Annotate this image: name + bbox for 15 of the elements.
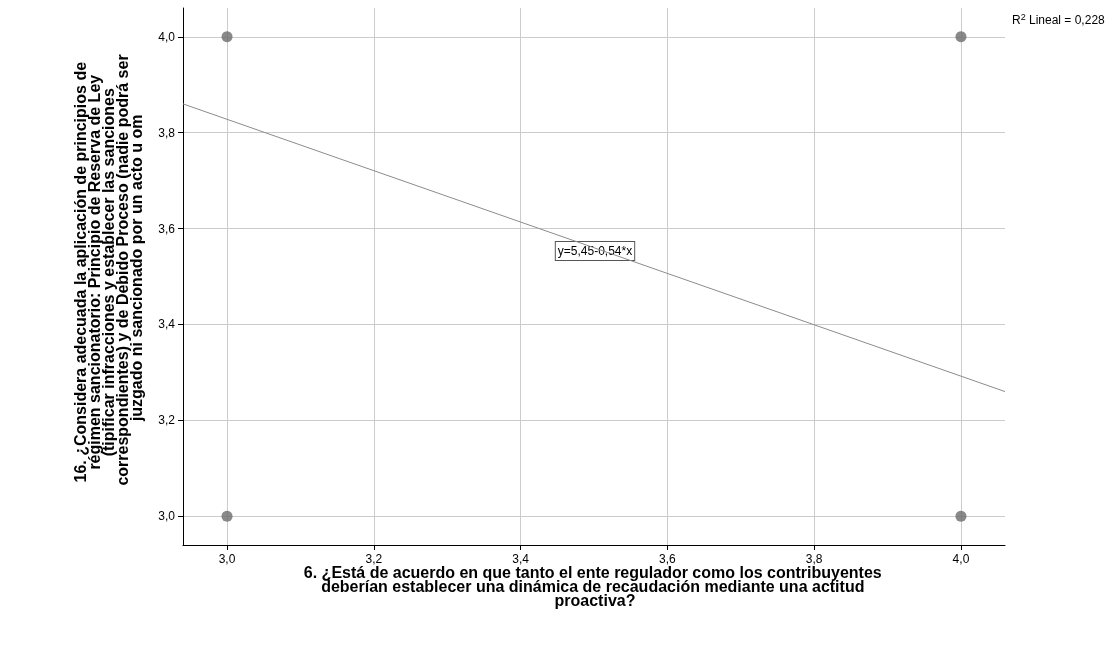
x-tick-label: 3,2 xyxy=(365,552,383,566)
x-tick-label: 3,6 xyxy=(659,552,677,566)
y-tick-label: 4,0 xyxy=(158,29,176,44)
y-axis-title: 16. ¿Considera adecuada la aplicación de principios de régimen sancionatorio: Principio de Reserva de Ley (tipificar infracciones y establecer las sanciones correspondientes) y de Debido Proceso (nadie podrá ser juzgado ni sancionado por un acto u om xyxy=(71,54,145,486)
y-tick-label: 3,6 xyxy=(158,221,176,236)
y-tick-label: 3,2 xyxy=(158,413,176,428)
x-tick-label: 3,4 xyxy=(512,552,530,566)
x-tick-label: 4,0 xyxy=(952,552,970,566)
annotation: y=5,45-0,54*x xyxy=(557,244,633,258)
x-tick-label: 3,8 xyxy=(805,552,823,566)
y-tick-label: 3,8 xyxy=(158,125,176,140)
y-tick-label: 3,4 xyxy=(158,317,176,332)
x-axis-title: 6. ¿Está de acuerdo en que tanto el ente regulador como los contribuyentes deberían establecer una dinámica de recaudación mediante una actitud proactiva? xyxy=(303,563,887,609)
y-tick-label: 3,0 xyxy=(158,509,176,524)
x-tick-label: 3,0 xyxy=(218,552,236,566)
